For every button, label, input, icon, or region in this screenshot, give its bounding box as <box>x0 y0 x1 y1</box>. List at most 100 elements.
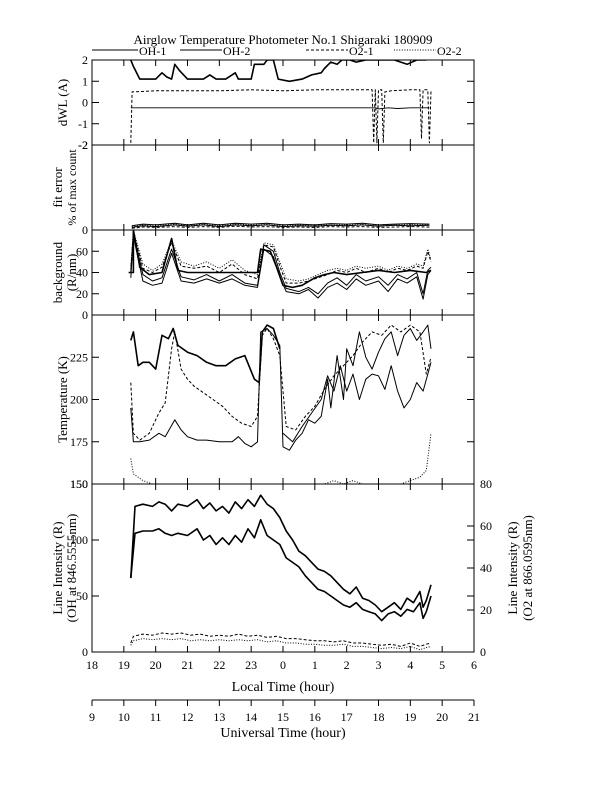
universal-time-tick-label: 20 <box>436 710 448 724</box>
series-line-fit-4 <box>131 223 430 228</box>
y-tick-label: -2 <box>78 138 88 152</box>
series-group <box>130 60 432 144</box>
legend-label: OH-1 <box>139 44 166 58</box>
local-time-axis-label: Local Time (hour) <box>232 680 335 695</box>
y-tick-label: -1 <box>78 117 88 131</box>
y-axis-label: dWL (A) <box>55 79 70 127</box>
y-tick-label: 0 <box>82 223 88 237</box>
series-line-int-1 <box>130 494 432 613</box>
series-line-temp-4 <box>130 324 432 441</box>
series-line-int-4 <box>130 638 432 651</box>
y-axis-label: Line Intensity (R) <box>50 521 65 614</box>
universal-time-tick-label: 17 <box>341 710 353 724</box>
local-time-tick-label: 19 <box>118 658 130 672</box>
local-time-tick-label: 3 <box>376 658 382 672</box>
y-tick-label: 50 <box>76 589 88 603</box>
legend-label: O2-1 <box>349 44 374 58</box>
time-axes: 18 19 20 21 22 23 0 1 2 3 4 5 69 10 11 12 13 14 15 16 17 18 19… <box>86 658 480 724</box>
series-line-temp-3 <box>282 362 432 443</box>
series-line-fit-2 <box>131 222 430 227</box>
local-time-tick-label: 1 <box>312 658 318 672</box>
series-line-bg-1 <box>128 230 432 289</box>
series-group <box>130 494 432 651</box>
series-line-fit-1 <box>131 224 430 228</box>
panel-frame <box>91 483 475 653</box>
y-right-tick-label: 80 <box>480 477 492 491</box>
local-time-tick-label: 21 <box>182 658 194 672</box>
y-tick-label: -2 <box>78 138 88 152</box>
y-axis-label: % of max count <box>65 149 79 226</box>
y-tick-label: 150 <box>70 477 88 491</box>
legend-item-oh-1: OH-1 <box>92 44 166 58</box>
series-line-dwl-3 <box>130 107 430 110</box>
universal-time-axis-label: Universal Time (hour) <box>220 726 346 741</box>
local-time-tick-label: 0 <box>280 658 286 672</box>
series-line-fit-3 <box>131 225 430 229</box>
y-tick-label: 150 <box>70 477 88 491</box>
legend-item-oh-2: OH-2 <box>180 44 250 58</box>
series-line-temp-2 <box>130 324 432 451</box>
y-tick-label: 1 <box>82 74 88 88</box>
legend-label: OH-2 <box>223 44 250 58</box>
y-tick-label: 225 <box>70 350 88 364</box>
y-axis-label: (R/nm) <box>64 254 79 292</box>
legend-item-o2-1: O2-1 <box>306 44 374 58</box>
universal-time-tick-label: 9 <box>89 710 95 724</box>
y-tick-label: 20 <box>76 287 88 301</box>
legend-label: O2-2 <box>437 44 462 58</box>
local-time-tick-label: 20 <box>150 658 162 672</box>
y-axis-label: (OH at 846.5555nm) <box>64 514 79 623</box>
series-line-bg-4 <box>130 231 432 284</box>
y-right-tick-label: 20 <box>480 603 492 617</box>
legend: OH-1 OH-2 O2-1 O2-2 <box>92 44 462 58</box>
series-group <box>131 222 430 229</box>
y-axis-label: Temperature (K) <box>55 356 70 443</box>
series-group <box>130 324 432 484</box>
series-line-dwl-1 <box>130 60 427 83</box>
panel-fit: 0 fit error% of max count <box>50 144 475 237</box>
panel-frame <box>91 59 475 146</box>
universal-time-tick-label: 15 <box>277 710 289 724</box>
y-tick-label: 0 <box>82 96 88 110</box>
local-time-tick-label: 2 <box>344 658 350 672</box>
series-line-bg-2 <box>130 231 432 295</box>
universal-time-tick-label: 11 <box>150 710 162 724</box>
y-tick-label: 60 <box>76 244 88 258</box>
y-right-axis-label: (O2 at 866.0595nm) <box>520 515 535 621</box>
local-time-tick-label: 23 <box>245 658 257 672</box>
series-line-int-3 <box>130 632 432 647</box>
panel-bg: 0 20 40 60 background (R/nm) <box>50 229 475 322</box>
y-tick-label: 100 <box>70 533 88 547</box>
universal-time-tick-label: 10 <box>118 710 130 724</box>
local-time-tick-label: 6 <box>471 658 477 672</box>
universal-time-tick-label: 21 <box>468 710 480 724</box>
legend-item-o2-2: O2-2 <box>394 44 462 58</box>
local-time-tick-label: 5 <box>439 658 445 672</box>
series-line-bg-3 <box>130 235 432 300</box>
y-right-tick-label: 40 <box>480 561 492 575</box>
local-time-tick-label: 18 <box>86 658 98 672</box>
local-time-tick-label: 22 <box>213 658 225 672</box>
y-right-axis-label: Line Intensity (R) <box>505 521 520 614</box>
y-right-tick-label: 60 <box>480 519 492 533</box>
universal-time-tick-label: 14 <box>245 710 257 724</box>
universal-time-tick-label: 18 <box>373 710 385 724</box>
universal-time-tick-label: 12 <box>182 710 194 724</box>
series-line-dwl-2 <box>130 89 432 144</box>
y-tick-label: 0 <box>82 308 88 322</box>
panel-frame <box>91 144 475 231</box>
y-axis-label: background <box>50 241 65 303</box>
y-tick-label: 40 <box>76 266 88 280</box>
series-line-bg-5 <box>130 230 432 282</box>
universal-time-tick-label: 19 <box>404 710 416 724</box>
y-right-tick-label: 0 <box>480 645 486 659</box>
y-tick-label: 175 <box>70 435 88 449</box>
y-tick-label: 200 <box>70 393 88 407</box>
series-line-temp-5 <box>130 433 432 484</box>
local-time-tick-label: 4 <box>407 658 413 672</box>
